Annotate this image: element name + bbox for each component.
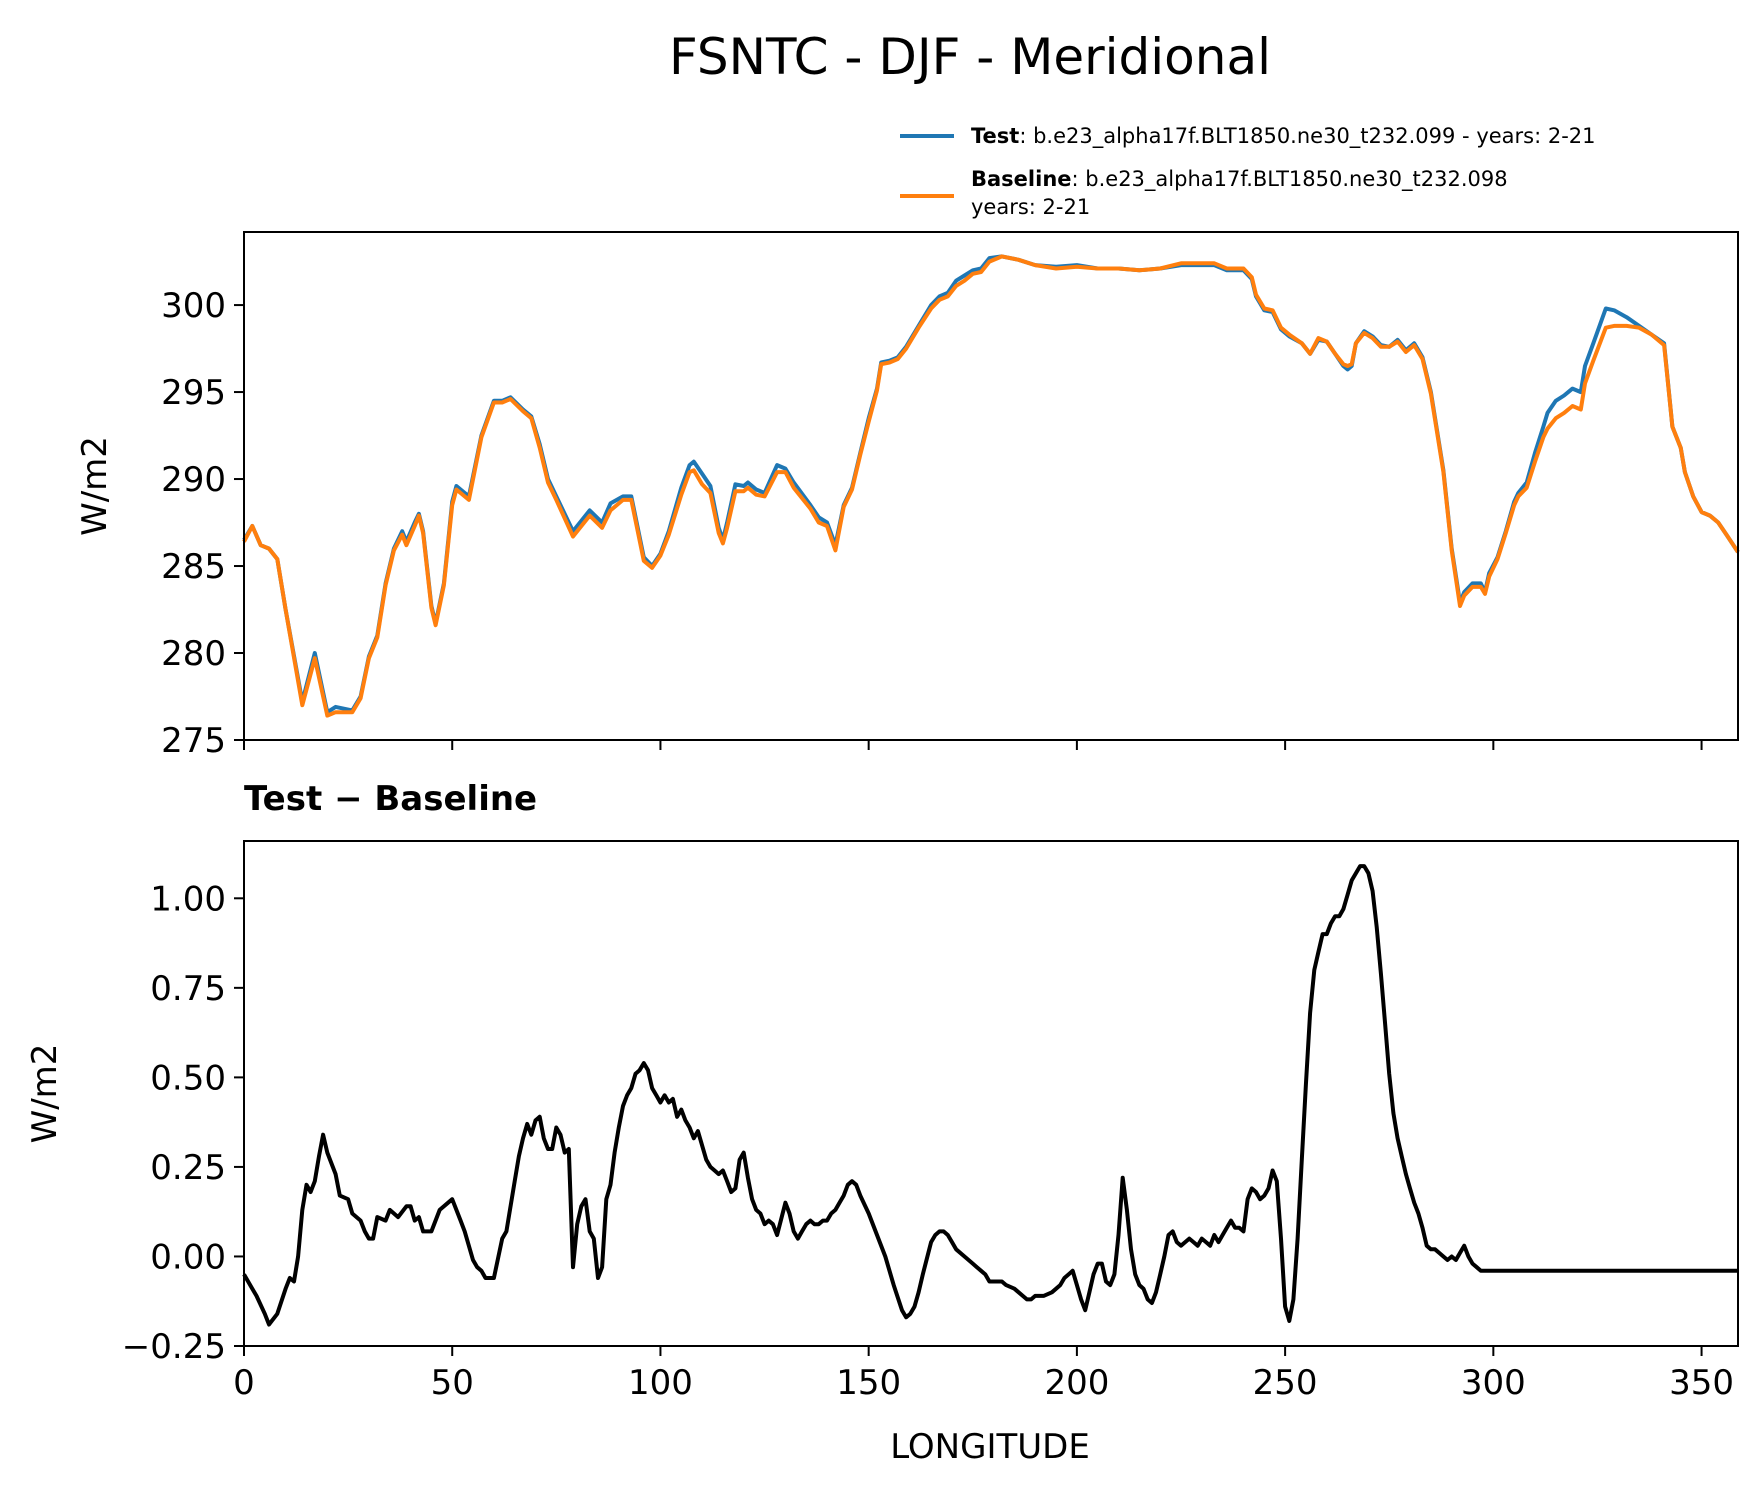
y-tick-label-1-2: 0.25 — [150, 1148, 226, 1188]
series-line-0-1 — [242, 254, 1740, 718]
legend-baseline-entry: Baseline: b.e23_alpha17f.BLT1850.ne30_t2… — [971, 167, 1508, 192]
legend-baseline-text: : b.e23_alpha17f.BLT1850.ne30_t232.098 — [1072, 167, 1508, 192]
y-tick-label-1-4: 0.75 — [150, 969, 226, 1009]
plot-frame-1 — [243, 840, 1739, 1347]
x-tick-label-5: 250 — [1253, 1363, 1318, 1403]
x-axis-label: LONGITUDE — [890, 1427, 1090, 1467]
y-tick-label-1-5: 1.00 — [150, 879, 226, 919]
legend: Test: b.e23_alpha17f.BLT1850.ne30_t232.0… — [900, 124, 1596, 219]
y-tick-label-0-3: 290 — [161, 460, 226, 500]
y-tick-label-0-2: 285 — [161, 547, 226, 587]
x-tick-label-1: 50 — [431, 1363, 474, 1403]
x-tick-label-6: 300 — [1461, 1363, 1526, 1403]
series-line-1-0 — [242, 864, 1738, 1327]
y-axis-label-0: W/m2 — [75, 436, 115, 536]
x-tick-label-2: 100 — [628, 1363, 693, 1403]
bottom-panel: 0 50 100 150 200 250 300 350 −0.25 0.00 0.25 0.50 0.… — [25, 840, 1739, 1403]
series-line-0-0 — [242, 254, 1740, 715]
bottom-panel-title: Test − Baseline — [244, 779, 537, 819]
plot-frame-0 — [243, 231, 1739, 741]
legend-baseline-label: Baseline — [971, 167, 1072, 191]
x-tick-label-3: 150 — [836, 1363, 901, 1403]
legend-baseline-years: years: 2-21 — [971, 195, 1090, 219]
top-panel: 275 280 285 290 295 300 W/m2 — [75, 231, 1740, 761]
y-tick-label-1-0: −0.25 — [122, 1327, 226, 1367]
y-tick-label-0-4: 295 — [161, 373, 226, 413]
y-tick-label-0-0: 275 — [161, 721, 226, 761]
y-tick-label-1-3: 0.50 — [150, 1058, 226, 1098]
y-tick-label-0-1: 280 — [161, 634, 226, 674]
y-axis-label-1: W/m2 — [25, 1044, 65, 1144]
x-tick-label-4: 200 — [1044, 1363, 1109, 1403]
x-tick-label-0: 0 — [233, 1363, 255, 1403]
figure-title: FSNTC - DJF - Meridional — [669, 28, 1271, 86]
y-tick-label-0-5: 300 — [161, 286, 226, 326]
y-tick-label-1-1: 0.00 — [150, 1237, 226, 1277]
legend-test-label: Test — [971, 124, 1019, 148]
x-tick-label-7: 350 — [1669, 1363, 1734, 1403]
legend-test-text: : b.e23_alpha17f.BLT1850.ne30_t232.099 -… — [1019, 124, 1595, 149]
legend-test-entry: Test: b.e23_alpha17f.BLT1850.ne30_t232.0… — [971, 124, 1596, 149]
